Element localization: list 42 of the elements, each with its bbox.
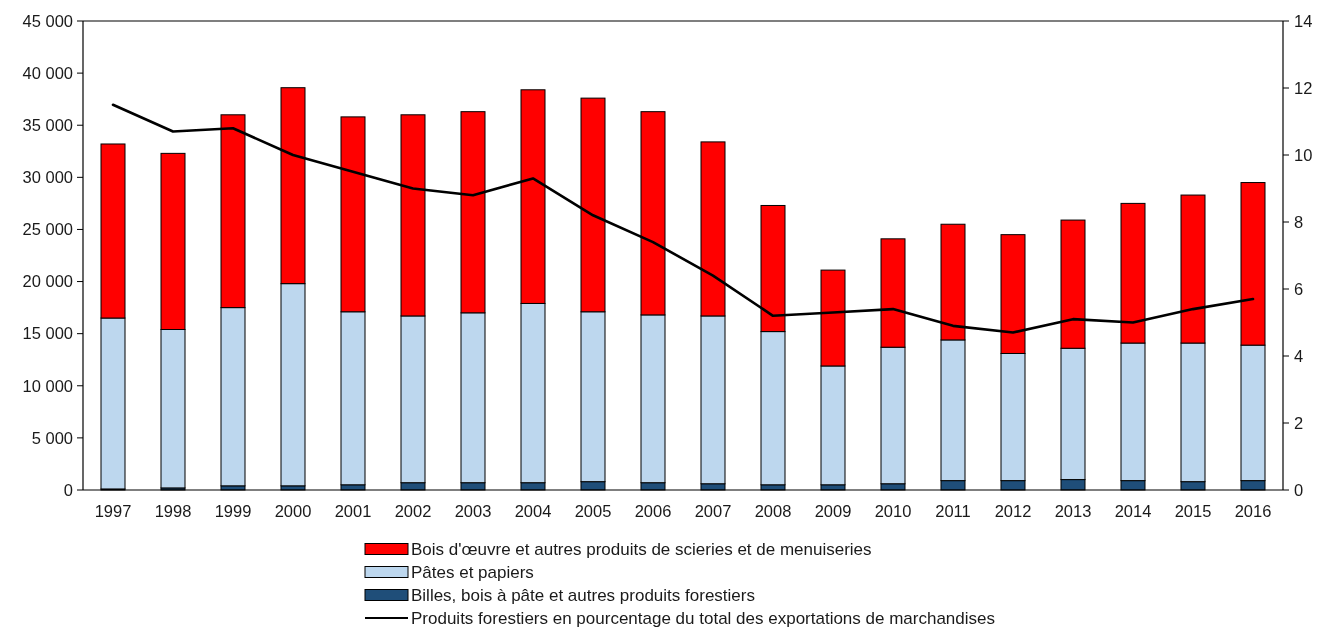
y-tick-label: 0	[63, 480, 73, 499]
x-tick-label: 2005	[574, 502, 612, 520]
y2-tick-label: 10	[1294, 145, 1313, 164]
x-tick-label: 1998	[154, 502, 192, 520]
x-tick-label: 2000	[274, 502, 312, 520]
y2-tick-label: 0	[1294, 480, 1304, 499]
x-tick-label: 2003	[454, 502, 492, 520]
y-tick-label: 25 000	[22, 220, 73, 239]
x-tick-label: 2016	[1234, 502, 1272, 520]
legend-label: Produits forestiers en pourcentage du total des exportations de marchandises	[411, 608, 996, 628]
y-tick-label: 10 000	[22, 376, 73, 395]
y-tick-label: 15 000	[22, 324, 73, 343]
legend-label: Pâtes et papiers	[411, 562, 534, 582]
x-tick-label: 1999	[214, 502, 252, 520]
legend-label: Billes, bois à pâte et autres produits forestiers	[411, 585, 755, 605]
x-tick-label: 2013	[1054, 502, 1092, 520]
x-tick-label: 2008	[754, 502, 792, 520]
y2-tick-label: 12	[1294, 78, 1313, 97]
y-tick-label: 45 000	[22, 11, 73, 30]
y2-tick-label: 4	[1294, 346, 1304, 365]
x-tick-label: 1997	[94, 502, 132, 520]
x-tick-label: 2007	[694, 502, 732, 520]
x-tick-label: 2009	[814, 502, 852, 520]
x-tick-label: 2006	[634, 502, 672, 520]
y-tick-label: 20 000	[22, 272, 73, 291]
y-tick-label: 35 000	[22, 116, 73, 134]
x-tick-label: 2015	[1174, 502, 1212, 520]
x-tick-label: 2001	[334, 502, 372, 520]
y2-tick-label: 2	[1294, 413, 1304, 432]
x-tick-label: 2004	[514, 502, 552, 520]
x-tick-label: 2012	[994, 502, 1032, 520]
y-tick-label: 40 000	[22, 63, 73, 82]
x-tick-label: 2002	[394, 502, 432, 520]
y-tick-label: 5 000	[31, 428, 73, 447]
x-tick-label: 2010	[874, 502, 912, 520]
y2-tick-label: 6	[1294, 279, 1304, 298]
y-tick-label: 30 000	[22, 168, 73, 187]
y2-tick-label: 8	[1294, 212, 1304, 231]
x-tick-label: 2011	[935, 502, 971, 520]
x-tick-label: 2014	[1114, 502, 1152, 520]
y2-tick-label: 14	[1294, 11, 1313, 30]
legend-label: Bois d'œuvre et autres produits de scieries et de menuiseries	[411, 539, 872, 559]
